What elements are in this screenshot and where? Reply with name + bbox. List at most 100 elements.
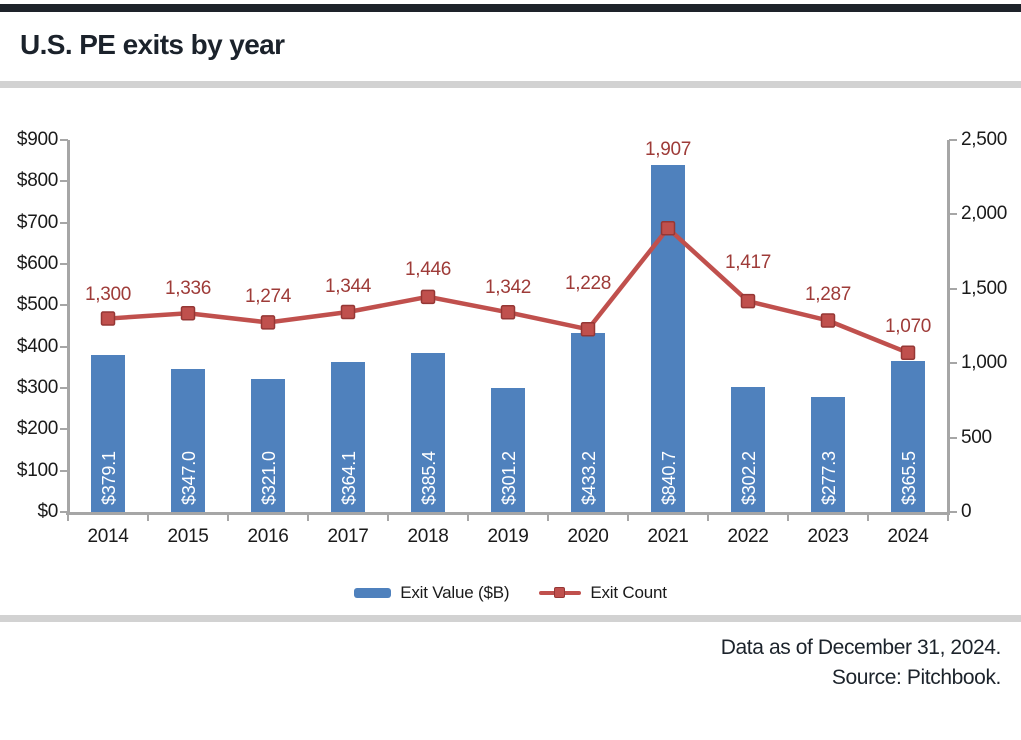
x-axis-label: 2020 <box>567 526 609 547</box>
x-axis-tick <box>867 514 869 521</box>
x-axis-label: 2018 <box>407 526 449 547</box>
source-text: Source: Pitchbook. <box>831 666 1001 689</box>
data-as-of-text: Data as of December 31, 2024. <box>720 636 1002 659</box>
bar <box>491 387 525 512</box>
left-axis-tick <box>60 345 68 348</box>
top-accent-bar <box>0 4 1021 12</box>
left-axis-tick <box>60 469 68 472</box>
bar-swatch-icon <box>354 588 392 598</box>
legend-item-exit-count: Exit Count <box>539 583 667 603</box>
right-axis-tick <box>949 511 957 513</box>
left-axis-tick <box>60 304 68 307</box>
legend-label: Exit Value ($B) <box>400 583 510 602</box>
y-axis-label-left: $100 <box>16 459 58 481</box>
footer-attribution: Data as of December 31, 2024. Source: Pi… <box>720 633 1002 693</box>
x-axis-tick <box>67 514 69 521</box>
legend: Exit Value ($B) Exit Count <box>0 581 1021 605</box>
exit-count-point <box>420 289 436 305</box>
exit-count-point <box>180 305 196 321</box>
x-axis-label: 2016 <box>247 526 289 547</box>
x-axis-label: 2017 <box>327 526 369 547</box>
exit-count-point <box>100 311 116 326</box>
y-axis-label-right: 1,500 <box>961 277 1008 299</box>
exit-count-label: 1,342 <box>484 277 532 299</box>
y-axis-label-left: $500 <box>16 294 58 316</box>
y-axis-label-left: $0 <box>37 501 58 522</box>
exit-count-label: 1,287 <box>804 284 852 306</box>
right-axis-tick <box>949 139 957 141</box>
left-axis-tick <box>60 263 68 265</box>
y-axis-label-left: $200 <box>16 418 58 440</box>
y-axis-label-left: $300 <box>16 377 58 398</box>
x-axis-tick <box>467 514 469 521</box>
x-axis-label: 2024 <box>887 526 929 547</box>
left-axis-tick <box>60 221 68 224</box>
y-axis-label-left: $400 <box>16 335 58 357</box>
legend-label: Exit Count <box>590 583 667 602</box>
x-axis-label: 2022 <box>727 526 769 547</box>
exit-count-label: 1,228 <box>564 273 612 295</box>
exit-count-point <box>500 305 516 320</box>
x-axis-tick <box>227 514 229 521</box>
exit-count-point <box>900 345 916 361</box>
exit-count-point <box>340 304 356 320</box>
exit-count-point <box>260 315 276 330</box>
exit-count-label: 1,274 <box>244 286 292 308</box>
bar <box>251 379 285 512</box>
x-axis-tick <box>947 514 949 521</box>
right-axis-tick <box>949 287 957 290</box>
right-axis-line <box>947 140 950 515</box>
left-axis-tick <box>60 387 68 389</box>
y-axis-label-right: 0 <box>961 501 972 522</box>
bar <box>171 368 205 512</box>
exit-count-point <box>740 293 756 309</box>
x-axis-tick <box>707 514 709 521</box>
right-axis-tick <box>949 213 957 216</box>
x-axis-line <box>66 512 950 515</box>
exit-count-label: 1,300 <box>84 283 132 305</box>
y-axis-label-right: 2,500 <box>961 129 1008 150</box>
exit-count-point <box>820 313 836 328</box>
x-axis-label: 2014 <box>87 526 129 547</box>
page-title: U.S. PE exits by year <box>20 29 285 60</box>
exit-count-point <box>660 220 676 236</box>
left-axis-tick <box>60 428 68 431</box>
left-axis-line <box>67 140 70 515</box>
title-divider <box>0 81 1021 88</box>
x-axis-label: 2019 <box>487 526 529 547</box>
exit-count-label: 1,344 <box>324 276 372 297</box>
bar <box>91 355 125 512</box>
x-axis-tick <box>627 514 629 521</box>
y-axis-label-left: $800 <box>16 170 58 192</box>
bar <box>811 397 845 512</box>
exit-count-label: 1,446 <box>404 258 452 280</box>
line-swatch-icon <box>539 587 582 600</box>
footer-divider <box>0 615 1021 622</box>
y-axis-label-left: $600 <box>16 253 58 274</box>
y-axis-label-right: 500 <box>961 426 992 448</box>
left-axis-tick <box>60 139 68 141</box>
x-axis-tick <box>307 514 309 521</box>
exit-count-label: 1,336 <box>164 278 212 300</box>
right-axis-tick <box>949 362 957 365</box>
y-axis-label-right: 1,000 <box>961 352 1008 374</box>
legend-item-exit-value: Exit Value ($B) <box>354 583 510 603</box>
y-axis-label-left: $900 <box>16 129 58 150</box>
exit-count-point <box>580 322 596 337</box>
y-axis-label-right: 2,000 <box>961 203 1008 225</box>
bar <box>891 360 925 512</box>
exit-count-label: 1,907 <box>644 139 692 161</box>
exit-count-label: 1,070 <box>884 315 932 337</box>
x-axis-tick <box>547 514 549 521</box>
x-axis-label: 2015 <box>167 526 209 547</box>
x-axis-tick <box>787 514 789 521</box>
x-axis-label: 2021 <box>647 526 689 547</box>
bar <box>331 361 365 512</box>
bar <box>731 387 765 512</box>
bar <box>571 332 605 512</box>
left-axis-tick <box>60 511 68 513</box>
bar <box>411 352 445 512</box>
